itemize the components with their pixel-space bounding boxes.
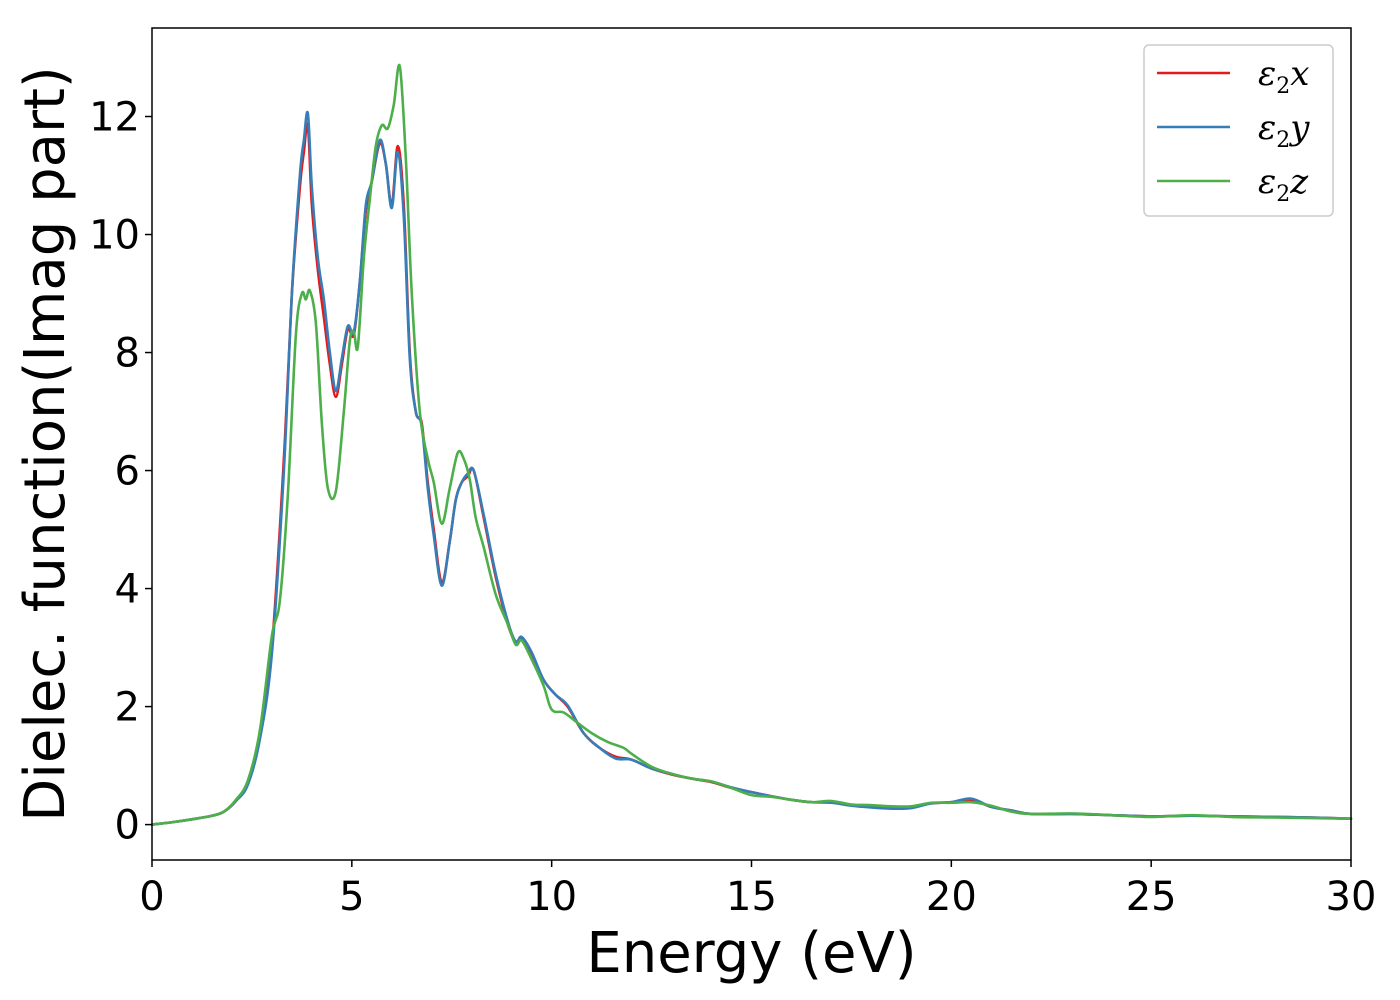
- x-tick-label: 0: [139, 874, 164, 920]
- x-tick-label: 15: [726, 874, 777, 920]
- y-tick-label: 2: [115, 685, 140, 731]
- series-line-y: [150, 110, 1353, 826]
- y-axis-title: Dielec. function(Imag part): [13, 66, 78, 822]
- plot-lines: [150, 63, 1353, 826]
- y-tick-label: 4: [115, 567, 140, 613]
- series-line-x: [150, 122, 1353, 826]
- y-tick-label: 10: [89, 213, 140, 259]
- x-axis-ticks: 0 5 10 15 20 25 30: [139, 860, 1376, 920]
- legend-box: [1143, 44, 1334, 217]
- legend: ε2x ε2y ε2z: [1143, 44, 1334, 217]
- y-tick-label: 8: [115, 331, 140, 377]
- y-axis-ticks: 0 2 4 6 8 10 12: [89, 95, 152, 849]
- y-tick-label: 0: [115, 803, 140, 849]
- series-line-z: [150, 63, 1353, 826]
- x-axis-title: Energy (eV): [586, 921, 916, 986]
- y-tick-label: 6: [115, 449, 140, 495]
- x-tick-label: 10: [526, 874, 577, 920]
- legend-label-x: ε2x: [1258, 54, 1309, 99]
- legend-label-y: ε2y: [1258, 108, 1310, 153]
- legend-label-z: ε2z: [1258, 162, 1309, 207]
- x-tick-label: 5: [339, 874, 364, 920]
- x-tick-label: 20: [926, 874, 977, 920]
- x-tick-label: 25: [1126, 874, 1177, 920]
- x-tick-label: 30: [1326, 874, 1377, 920]
- y-tick-label: 12: [89, 95, 140, 141]
